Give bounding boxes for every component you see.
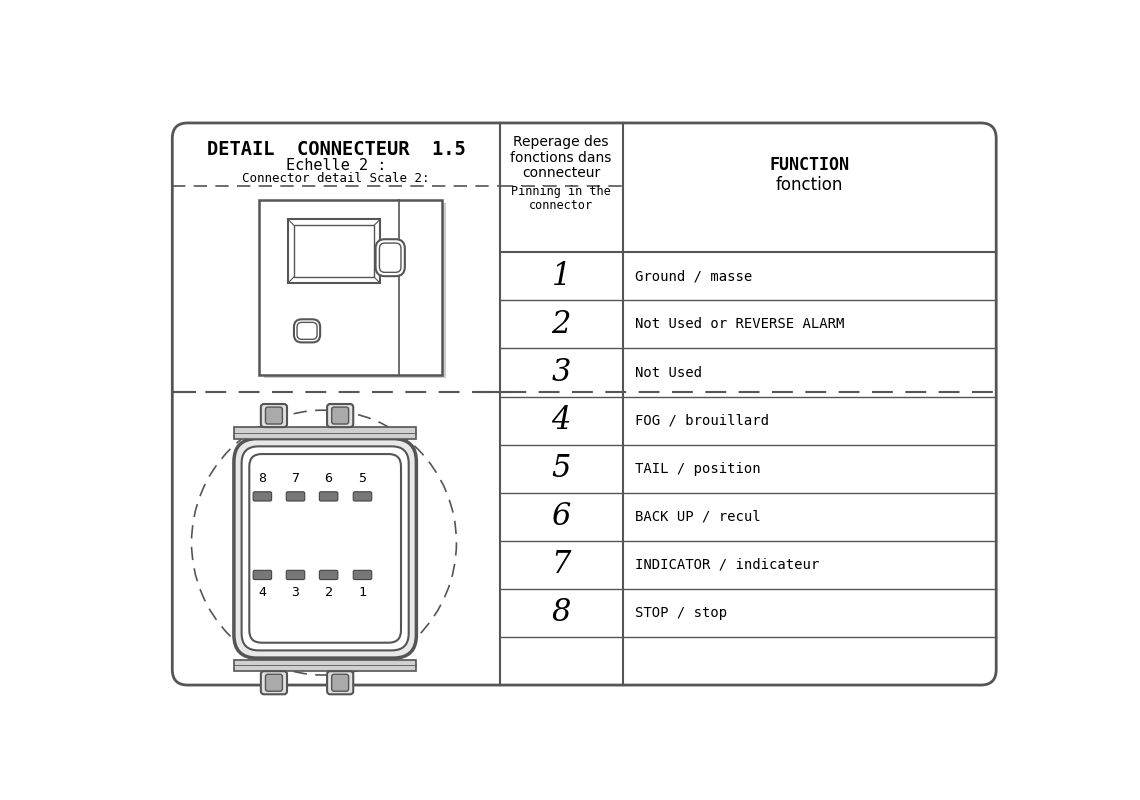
FancyBboxPatch shape (353, 570, 372, 579)
Text: 7: 7 (292, 472, 300, 485)
Text: 1: 1 (552, 261, 571, 292)
Text: 3: 3 (552, 357, 571, 388)
FancyBboxPatch shape (319, 492, 337, 501)
FancyBboxPatch shape (261, 671, 287, 694)
Text: 6: 6 (552, 502, 571, 532)
Bar (234, 427, 416, 438)
Text: Pinning in the: Pinning in the (511, 185, 611, 198)
Text: Not Used: Not Used (635, 366, 702, 379)
Text: 6: 6 (325, 472, 333, 485)
Bar (259, 200, 442, 374)
Text: 4: 4 (552, 405, 571, 436)
FancyBboxPatch shape (332, 407, 349, 424)
Text: INDICATOR / indicateur: INDICATOR / indicateur (635, 558, 820, 572)
Text: TAIL / position: TAIL / position (635, 462, 760, 476)
FancyBboxPatch shape (242, 446, 409, 650)
FancyBboxPatch shape (266, 674, 283, 691)
Text: 5: 5 (552, 453, 571, 484)
Text: Ground / masse: Ground / masse (635, 270, 752, 283)
Text: BACK UP / recul: BACK UP / recul (635, 510, 760, 524)
Text: FOG / brouillard: FOG / brouillard (635, 414, 770, 427)
FancyBboxPatch shape (380, 243, 401, 272)
FancyBboxPatch shape (286, 570, 304, 579)
Bar (234, 660, 416, 671)
Bar (294, 226, 374, 277)
Text: connecteur: connecteur (522, 166, 601, 180)
Text: 1: 1 (358, 586, 366, 599)
FancyBboxPatch shape (250, 454, 401, 642)
Text: connector: connector (529, 199, 593, 212)
FancyBboxPatch shape (294, 319, 320, 342)
Text: 2: 2 (552, 309, 571, 340)
Text: 8: 8 (259, 472, 267, 485)
Text: STOP / stop: STOP / stop (635, 606, 727, 620)
FancyBboxPatch shape (332, 674, 349, 691)
FancyBboxPatch shape (266, 407, 283, 424)
Bar (264, 203, 447, 378)
FancyBboxPatch shape (261, 404, 287, 427)
FancyBboxPatch shape (327, 671, 353, 694)
FancyBboxPatch shape (172, 123, 996, 685)
FancyBboxPatch shape (286, 492, 304, 501)
Bar (287, 219, 381, 283)
Text: fonction: fonction (776, 175, 844, 194)
FancyBboxPatch shape (253, 570, 271, 579)
Text: 8: 8 (552, 598, 571, 629)
Text: 5: 5 (358, 472, 366, 485)
FancyBboxPatch shape (319, 570, 337, 579)
Text: Connector detail Scale 2:: Connector detail Scale 2: (242, 172, 430, 185)
FancyBboxPatch shape (327, 404, 353, 427)
FancyBboxPatch shape (253, 492, 271, 501)
FancyBboxPatch shape (353, 492, 372, 501)
Text: Not Used or REVERSE ALARM: Not Used or REVERSE ALARM (635, 318, 845, 331)
Text: Reperage des: Reperage des (513, 135, 609, 149)
FancyBboxPatch shape (298, 322, 317, 339)
Text: 3: 3 (292, 586, 300, 599)
Text: Echelle 2 :: Echelle 2 : (286, 158, 386, 173)
Text: 4: 4 (259, 586, 267, 599)
Text: 2: 2 (325, 586, 333, 599)
FancyBboxPatch shape (234, 438, 416, 658)
FancyBboxPatch shape (375, 239, 405, 276)
Text: DETAIL  CONNECTEUR  1.5: DETAIL CONNECTEUR 1.5 (206, 141, 465, 159)
Text: 7: 7 (552, 550, 571, 580)
Text: fonctions dans: fonctions dans (511, 150, 612, 165)
Text: FUNCTION: FUNCTION (770, 156, 849, 174)
